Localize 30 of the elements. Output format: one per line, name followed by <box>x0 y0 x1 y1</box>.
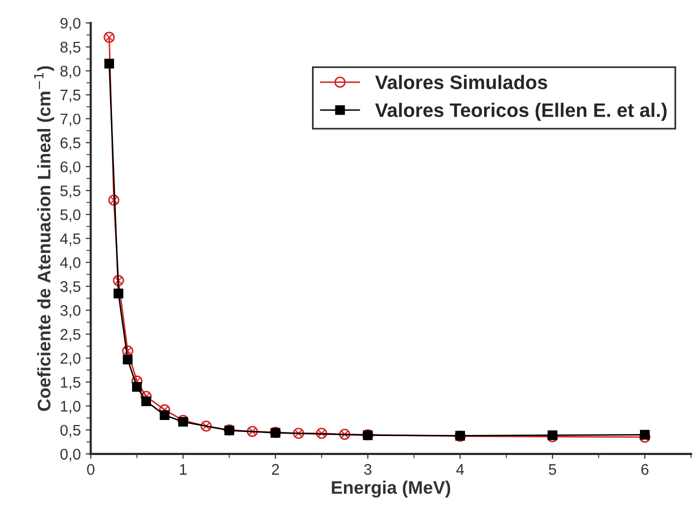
y-tick-label: 9,0 <box>60 18 80 30</box>
y-tick-label: 4,0 <box>60 257 80 270</box>
y-tick-label: 5,5 <box>60 186 80 198</box>
y-tick-label: 8,5 <box>60 42 80 54</box>
y-tick-label: 6,0 <box>60 161 80 174</box>
legend-label: Valores Simulados <box>375 74 548 90</box>
y-tick-label: 6,5 <box>60 138 80 150</box>
x-tick-label: 0 <box>87 464 94 475</box>
y-tick-label: 2,0 <box>60 353 80 366</box>
x-tick-label: 5 <box>548 464 556 475</box>
y-tick-label: 1,0 <box>60 400 80 414</box>
x-tick-label: 4 <box>456 464 464 475</box>
y-tick-label: 3,0 <box>60 305 80 318</box>
y-tick-label: 2,5 <box>60 329 80 342</box>
y-tick-label: 0,5 <box>60 424 80 438</box>
x-tick-label: 6 <box>641 464 648 475</box>
y-tick-label: 0,0 <box>60 448 80 462</box>
y-tick-label: 1,5 <box>60 377 80 390</box>
y-tick-label: 7,0 <box>60 114 80 126</box>
y-tick-label: 4,5 <box>60 233 80 246</box>
x-axis-title: Energia (MeV) <box>332 480 450 498</box>
x-tick-label: 2 <box>272 464 279 475</box>
y-axis-title: Coeficiente de Atenuacion Lineal (cm$^{−1}$) <box>34 66 54 411</box>
x-tick-label: 1 <box>180 464 187 475</box>
y-tick-label: 7,5 <box>60 90 80 102</box>
y-tick-label: 8,0 <box>60 66 80 78</box>
y-tick-label: 5,0 <box>60 209 80 222</box>
legend-label: Valores Teoricos (Ellen E. et al.) <box>375 102 667 121</box>
x-tick-label: 3 <box>364 464 372 475</box>
y-tick-label: 3,5 <box>60 281 80 294</box>
